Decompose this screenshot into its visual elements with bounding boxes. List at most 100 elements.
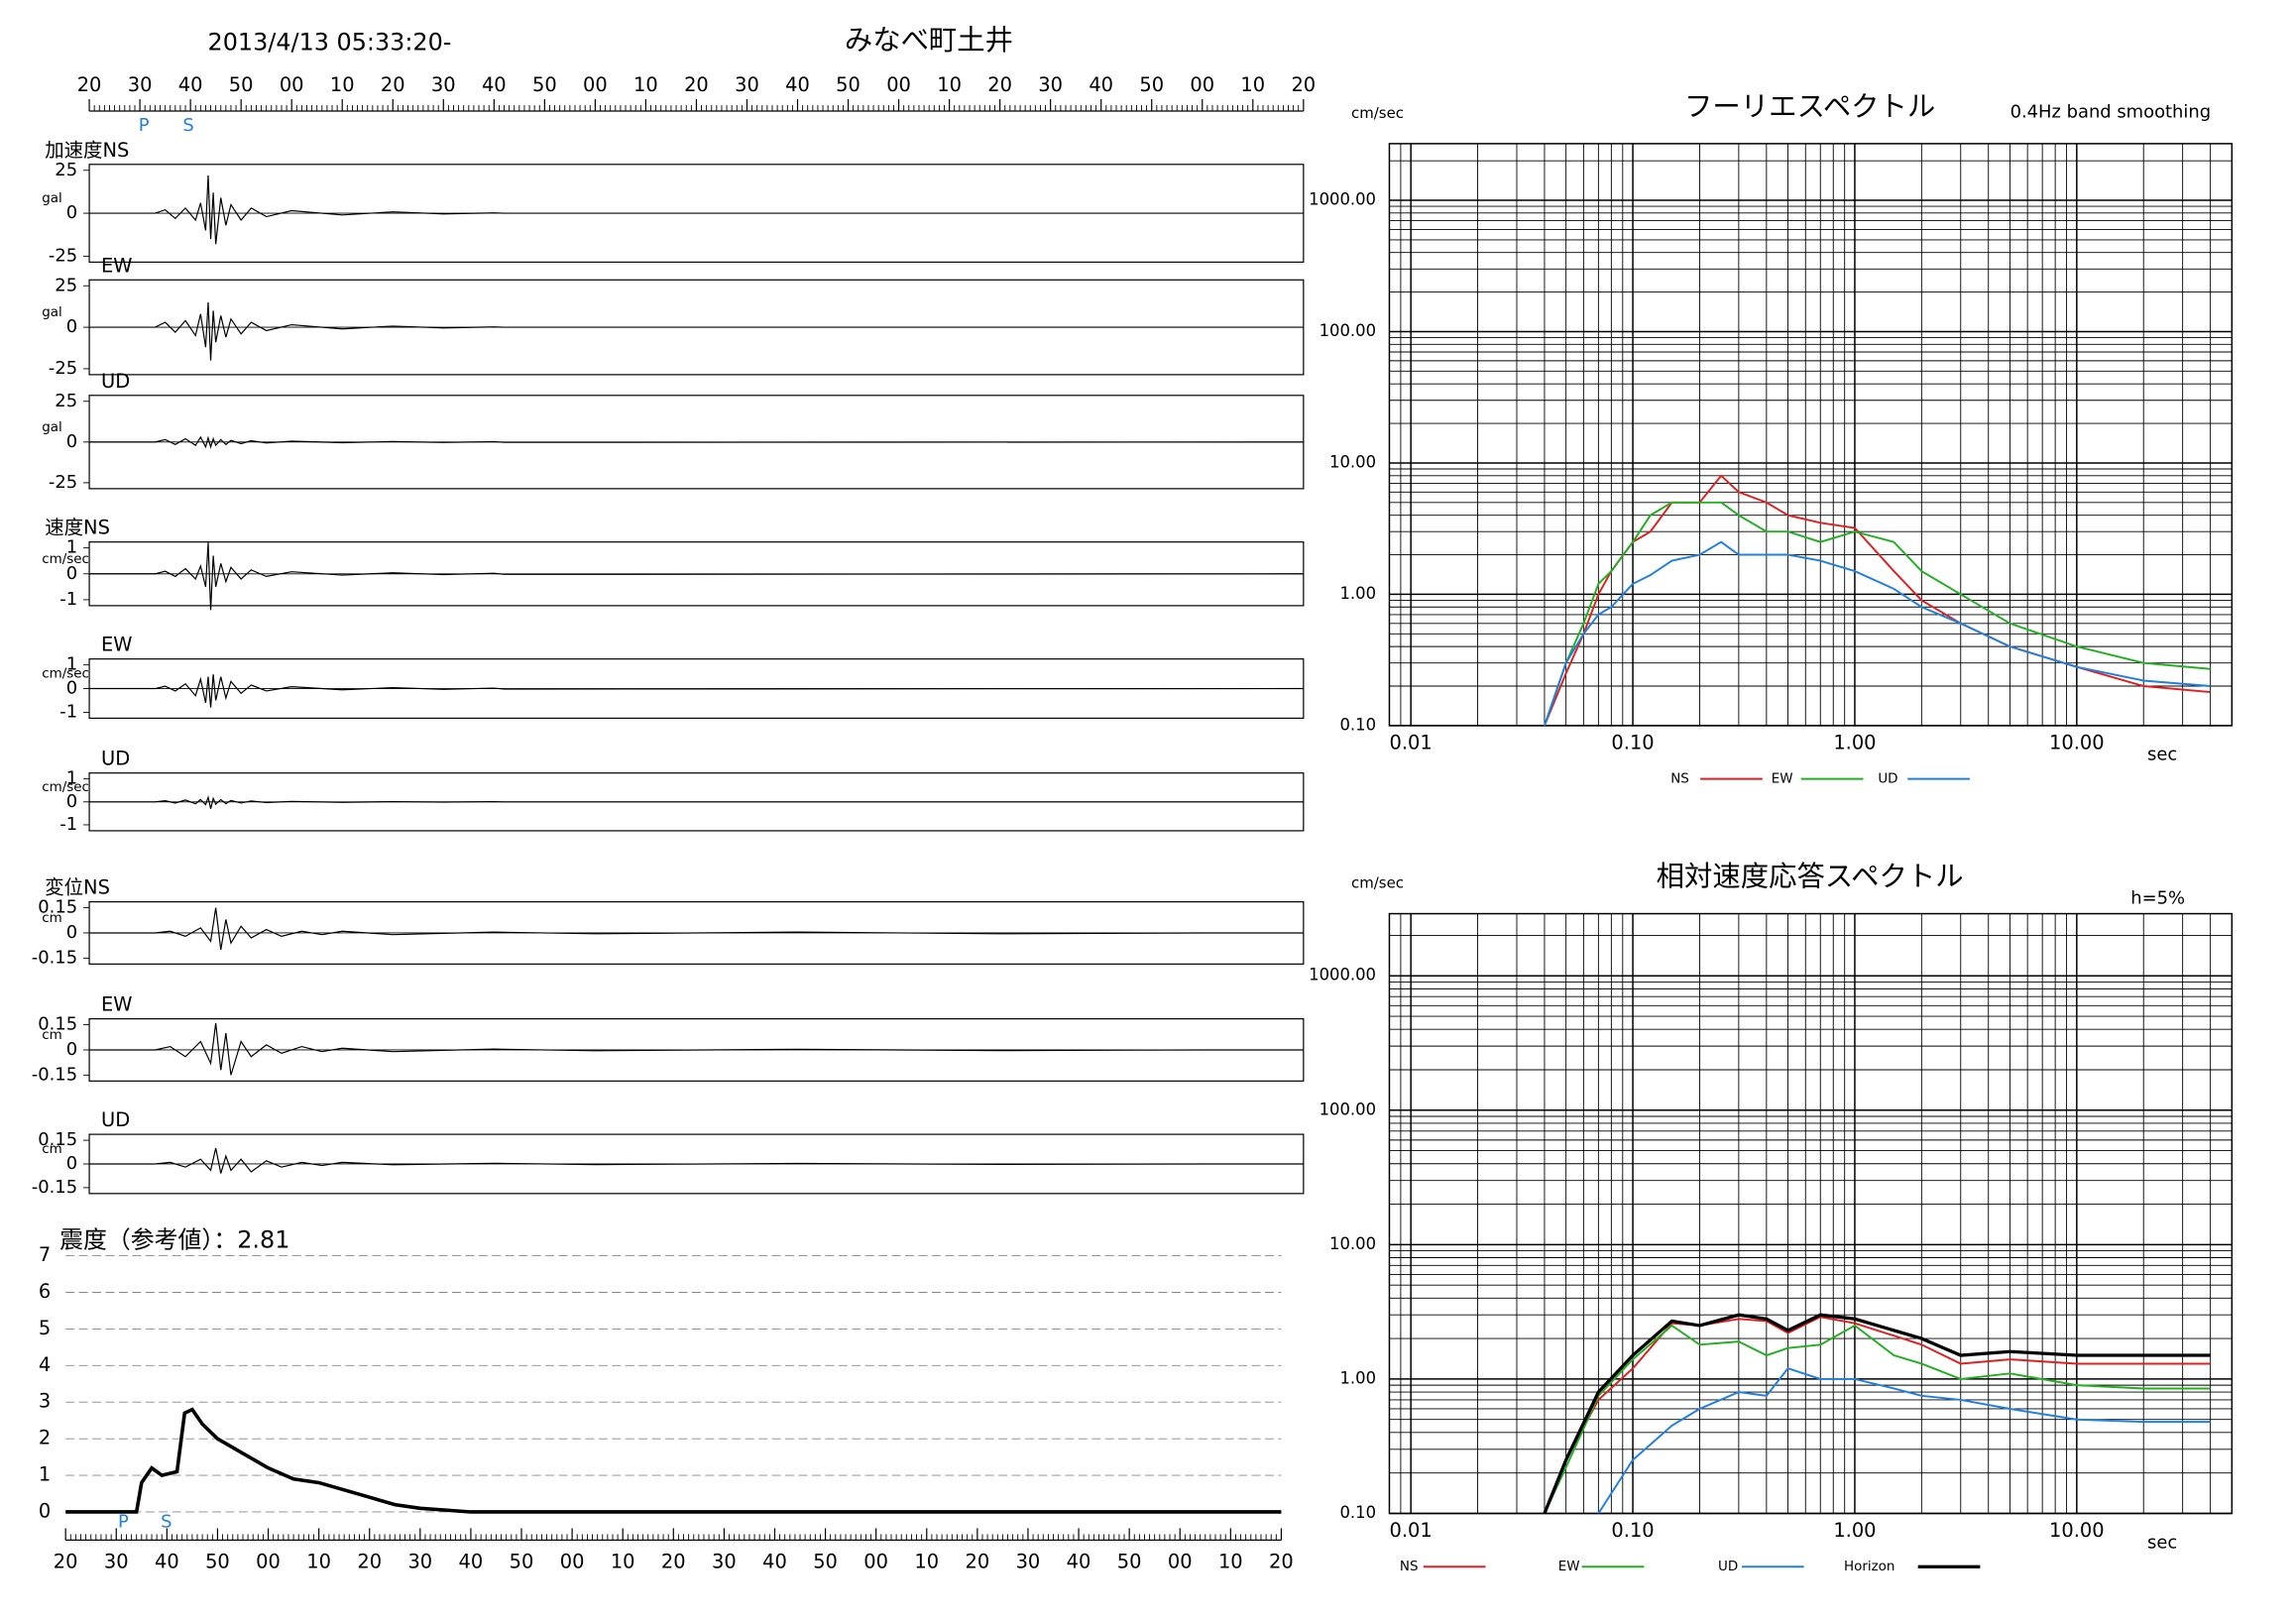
spectrum-title: フーリエスペクトル	[1684, 90, 1935, 123]
x-tick-label: 0.10	[1611, 731, 1654, 754]
waveform	[89, 542, 1304, 611]
legend-label: NS	[1670, 772, 1689, 787]
plot-frame	[1388, 912, 2234, 1515]
panel-label: 加速度NS	[45, 139, 129, 162]
time-tick-label: 10	[330, 73, 355, 96]
y-tick-label: 1.00	[1339, 1368, 1376, 1387]
waveform	[89, 174, 1304, 245]
x-tick-label: 10	[306, 1550, 331, 1572]
x-tick-label: 50	[205, 1550, 230, 1572]
waveform	[89, 794, 1304, 809]
y-tick-label: 0	[66, 1153, 77, 1174]
legend-label: EW	[1558, 1560, 1580, 1574]
x-tick-label: 0.10	[1611, 1519, 1654, 1542]
annotation: h=5%	[2130, 888, 2185, 909]
x-tick-label: 00	[256, 1550, 281, 1572]
x-tick-label: 40	[459, 1550, 484, 1572]
unit-label: cm/sec	[42, 552, 89, 567]
panel-label: UD	[101, 1108, 130, 1131]
y-tick-label: 25	[55, 275, 77, 295]
waveform	[89, 435, 1304, 449]
annotation: 0.4Hz band smoothing	[2010, 102, 2212, 123]
y-tick-label: 100.00	[1320, 1100, 1376, 1118]
time-tick-label: 10	[1240, 73, 1265, 96]
y-tick-label: 1	[66, 537, 77, 558]
time-tick-label: 20	[381, 73, 405, 96]
time-tick-label: 30	[735, 73, 759, 96]
y-tick-label: -25	[49, 358, 77, 379]
y-tick-label: 1.00	[1339, 584, 1376, 603]
time-tick-label: 00	[280, 73, 304, 96]
time-tick-label: 40	[178, 73, 203, 96]
y-tick-label: 1000.00	[1309, 190, 1376, 209]
time-tick-label: 50	[1139, 73, 1164, 96]
datetime: 2013/4/13 05:33:20-	[208, 28, 452, 56]
y-tick-label: -0.15	[32, 947, 77, 968]
x-tick-label: 0.01	[1390, 1519, 1433, 1542]
x-tick-label: 0.01	[1390, 731, 1433, 754]
unit-label: gal	[42, 420, 62, 435]
legend-label: EW	[1772, 772, 1793, 787]
y-tick-label: 4	[39, 1353, 51, 1376]
spectrum-line	[1544, 540, 2211, 726]
y-tick-label: 0	[66, 922, 77, 943]
time-tick-label: 40	[785, 73, 810, 96]
y-tick-label: 0	[66, 678, 77, 699]
y-tick-label: 5	[39, 1317, 51, 1339]
time-tick-label: 20	[987, 73, 1012, 96]
x-tick-label: 00	[863, 1550, 888, 1572]
spectrum-line	[1597, 1367, 2211, 1514]
panel-label: EW	[101, 634, 132, 656]
y-tick-label: 10.00	[1329, 1234, 1376, 1253]
panel-label: EW	[101, 254, 132, 277]
y-tick-label: -1	[59, 814, 77, 835]
unit-label: cm/sec	[42, 780, 89, 795]
time-tick-label: 30	[431, 73, 456, 96]
spectrum-line	[1544, 1316, 2211, 1514]
time-tick-label: 50	[229, 73, 254, 96]
y-tick-label: 7	[39, 1243, 51, 1266]
waveform	[89, 1147, 1304, 1174]
y-tick-label: -25	[49, 245, 77, 266]
time-tick-label: 40	[482, 73, 507, 96]
x-tick-label: 30	[407, 1550, 432, 1572]
panel-label: UD	[101, 748, 130, 770]
x-tick-label: 30	[712, 1550, 737, 1572]
y-tick-label: -1	[59, 589, 77, 610]
time-tick-label: 30	[128, 73, 153, 96]
x-tick-label: 10	[611, 1550, 635, 1572]
x-tick-label: 10.00	[2049, 1519, 2105, 1542]
y-tick-label: 0.15	[38, 1129, 77, 1150]
time-tick-label: 00	[886, 73, 911, 96]
time-tick-label: 50	[532, 73, 557, 96]
y-tick-label: -0.15	[32, 1177, 77, 1198]
y-tick-label: 0	[66, 316, 77, 337]
x-tick-label: 40	[1067, 1550, 1091, 1572]
x-tick-label: 50	[510, 1550, 534, 1572]
y-tick-label: 0	[66, 563, 77, 584]
x-tick-label: 50	[813, 1550, 838, 1572]
y-tick-label: 0	[66, 431, 77, 452]
legend-label: Horizon	[1844, 1560, 1894, 1574]
unit-label: cm/sec	[42, 667, 89, 682]
time-tick-label: 20	[684, 73, 709, 96]
x-tick-label: 00	[1168, 1550, 1193, 1572]
y-tick-label: 10.00	[1329, 452, 1376, 471]
x-tick-label: 20	[1269, 1550, 1294, 1572]
time-tick-label: 40	[1089, 73, 1113, 96]
x-tick-label: 20	[661, 1550, 686, 1572]
y-tick-label: 1000.00	[1309, 966, 1376, 985]
unit-label: cm	[42, 911, 61, 926]
y-tick-label: 0.15	[38, 1014, 77, 1035]
time-tick-label: 50	[836, 73, 861, 96]
waveform	[89, 301, 1304, 361]
x-label: sec	[2147, 1532, 2177, 1553]
legend-label: UD	[1718, 1560, 1738, 1574]
intensity-line	[65, 1407, 1282, 1514]
y-tick-label: 25	[55, 160, 77, 180]
x-tick-label: 10	[914, 1550, 939, 1572]
time-tick-label: 10	[937, 73, 962, 96]
x-label: sec	[2147, 745, 2177, 765]
unit-label: cm	[42, 1142, 61, 1157]
y-tick-label: 0.15	[38, 897, 77, 918]
